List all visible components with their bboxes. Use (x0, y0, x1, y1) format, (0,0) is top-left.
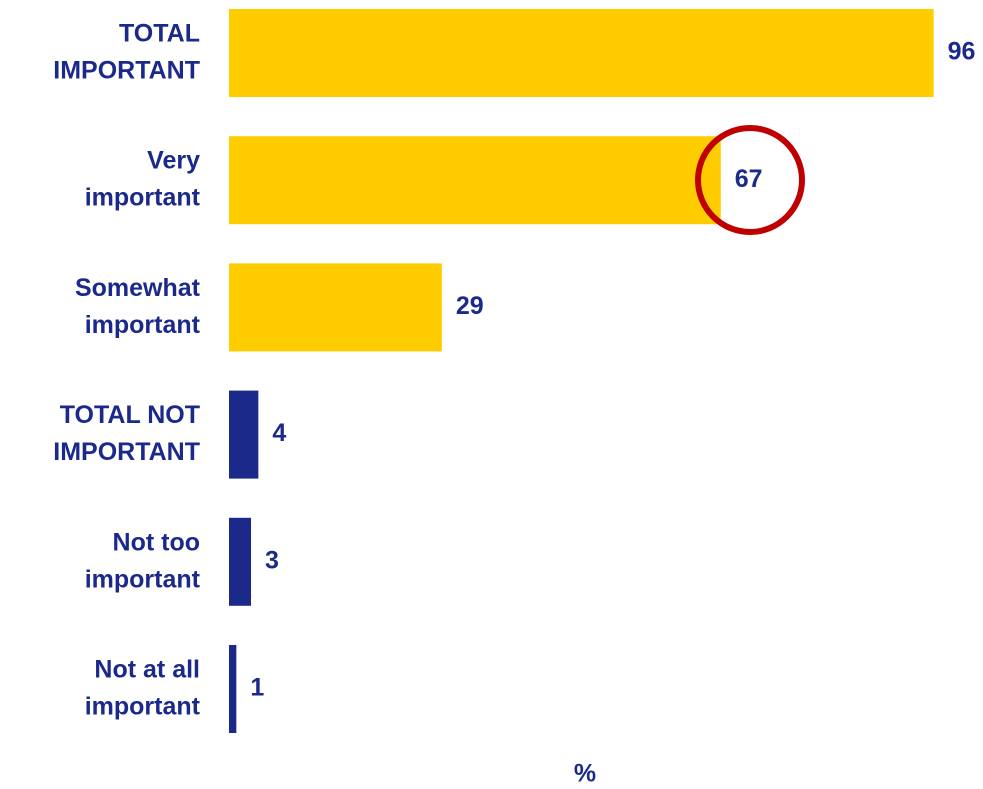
bar (229, 136, 721, 225)
bar (229, 263, 442, 352)
category-label: TOTAL IMPORTANT (53, 19, 200, 84)
axis-label: % (574, 760, 596, 788)
value-label: 29 (456, 292, 484, 320)
value-label: 96 (948, 38, 976, 66)
bar (229, 517, 252, 606)
value-label: 1 (250, 674, 264, 702)
bar (229, 645, 237, 733)
value-label: 3 (265, 546, 279, 574)
category-label: Somewhat important (75, 274, 201, 339)
category-label: Not at all important (85, 655, 201, 720)
category-label: Very important (85, 146, 201, 211)
highlight-circle (695, 125, 805, 235)
value-label: 67 (735, 165, 763, 193)
value-label: 4 (272, 419, 286, 447)
category-label: TOTAL NOT IMPORTANT (53, 401, 200, 466)
bar (229, 390, 259, 479)
category-label: Not too important (85, 528, 201, 593)
bar (229, 9, 934, 97)
